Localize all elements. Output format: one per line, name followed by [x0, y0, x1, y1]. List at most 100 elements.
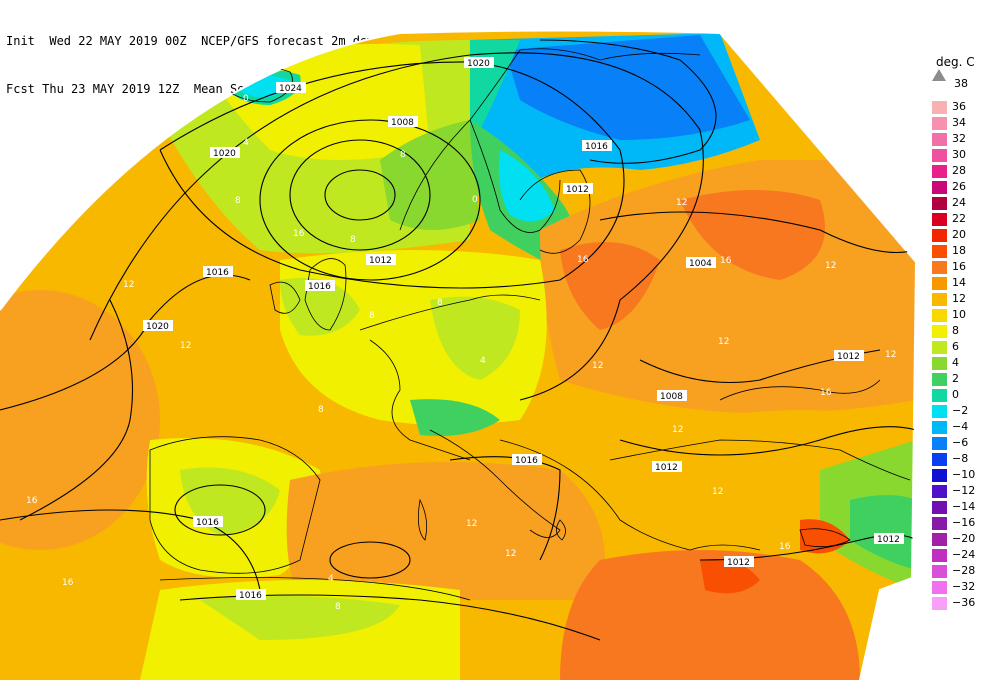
legend-label: −16: [952, 516, 976, 529]
legend-swatch: [932, 165, 947, 178]
legend-label: 22: [952, 212, 966, 225]
legend-label: 16: [952, 260, 966, 273]
isobar-label: 1012: [652, 461, 682, 473]
legend-swatch: [932, 517, 947, 530]
dewpoint-label: 8: [318, 405, 324, 415]
legend-label: 0: [952, 388, 959, 401]
legend-swatch: [932, 117, 947, 130]
legend-label: 30: [952, 148, 966, 161]
legend-swatch: [932, 133, 947, 146]
dewpoint-label: 12: [885, 350, 896, 360]
dewpoint-label: 4: [480, 356, 486, 366]
svg-text:1012: 1012: [837, 352, 860, 362]
dewpoint-label: 8: [369, 311, 375, 321]
legend-label: 8: [952, 324, 959, 337]
dewpoint-label: 16: [62, 578, 74, 588]
isobar-label: 1016: [512, 454, 542, 466]
isobar-label: 1008: [388, 116, 418, 128]
legend-label: 32: [952, 132, 966, 145]
legend-label: −36: [952, 596, 976, 609]
dewpoint-label: 12: [466, 519, 477, 529]
isobar-label: 1016: [203, 266, 233, 278]
legend-label: 26: [952, 180, 966, 193]
legend-swatch: [932, 453, 947, 466]
dewpoint-label: 16: [779, 542, 791, 552]
isobar-label: 1004: [686, 257, 716, 269]
legend-label: −32: [952, 580, 976, 593]
isobar-label: 1012: [366, 254, 396, 266]
isobar-label: 1016: [582, 140, 612, 152]
legend-label: −12: [952, 484, 976, 497]
legend-label: −6: [952, 436, 969, 449]
isobar-label: 1020: [210, 147, 240, 159]
legend-swatch: [932, 101, 947, 114]
legend-swatch: [932, 581, 947, 594]
isobar-label: 1008: [657, 390, 687, 402]
dewpoint-label: 16: [293, 229, 305, 239]
isobar-label: 1012: [834, 350, 864, 362]
legend-swatch: [932, 437, 947, 450]
svg-text:1016: 1016: [308, 282, 331, 292]
isobar-label: 1016: [193, 516, 223, 528]
legend-label: 14: [952, 276, 966, 289]
legend-swatch: [932, 149, 947, 162]
dewpoint-label: 8: [437, 298, 443, 308]
dewpoint-label: 16: [820, 388, 832, 398]
dewpoint-label: 0: [472, 195, 478, 205]
svg-text:1004: 1004: [689, 259, 712, 269]
legend-swatch: [932, 565, 947, 578]
svg-text:1020: 1020: [146, 322, 169, 332]
dewpoint-label: 12: [180, 341, 191, 351]
svg-text:1020: 1020: [213, 149, 236, 159]
dewpoint-labels: 0 4 8 8 12 12 16 8 12 12 4 0 12 16 8 8 1…: [26, 94, 896, 612]
legend-label: 20: [952, 228, 966, 241]
svg-text:1012: 1012: [727, 558, 750, 568]
legend-swatch: [932, 485, 947, 498]
legend-label: −20: [952, 532, 976, 545]
dewpoint-label: 16: [26, 496, 38, 506]
dewpoint-label: 16: [577, 255, 589, 265]
legend-label: 2: [952, 372, 959, 385]
legend-swatch: [932, 197, 947, 210]
legend-label: 36: [952, 100, 966, 113]
dewpoint-label: 8: [335, 602, 341, 612]
dewpoint-label: 4: [243, 138, 249, 148]
legend-label: −10: [952, 468, 976, 481]
legend-label: −28: [952, 564, 976, 577]
legend-label: −2: [952, 404, 969, 417]
isobar-label: 1012: [563, 183, 593, 195]
legend-label: 24: [952, 196, 966, 209]
dewpoint-label: 8: [400, 150, 406, 160]
isobar-label: 1016: [236, 589, 266, 601]
legend-label: 6: [952, 340, 959, 353]
legend-label: 34: [952, 116, 966, 129]
legend-swatch: [932, 501, 947, 514]
legend-swatch: [932, 405, 947, 418]
legend-swatch: [932, 357, 947, 370]
isobar-label: 1012: [874, 533, 904, 545]
legend-unit: deg. C: [936, 55, 975, 69]
dewpoint-label: 12: [592, 361, 603, 371]
isobar-label: 1020: [143, 320, 173, 332]
legend-swatch: [932, 293, 947, 306]
dewpoint-label: 0: [243, 94, 249, 104]
dewpoint-label: 12: [672, 425, 683, 435]
legend-swatch: [932, 341, 947, 354]
svg-text:1012: 1012: [369, 256, 392, 266]
legend-swatch: [932, 229, 947, 242]
legend-swatch: [932, 533, 947, 546]
legend-swatch: [932, 325, 947, 338]
dewpoint-label: 12: [825, 261, 836, 271]
isobar-label: 1016: [305, 280, 335, 292]
svg-text:1012: 1012: [655, 463, 678, 473]
dewpoint-label: 8: [235, 196, 241, 206]
legend-swatch: [932, 373, 947, 386]
isobar-label: 1024: [276, 82, 306, 94]
isobar-labels: 1020 1024 1020 1008 1016 1012 1016 1016 …: [143, 57, 904, 601]
dewpoint-label: 16: [720, 256, 732, 266]
legend-swatch: [932, 469, 947, 482]
legend-label: −14: [952, 500, 976, 513]
legend-label: 18: [952, 244, 966, 257]
isobar-label: 1012: [724, 556, 754, 568]
